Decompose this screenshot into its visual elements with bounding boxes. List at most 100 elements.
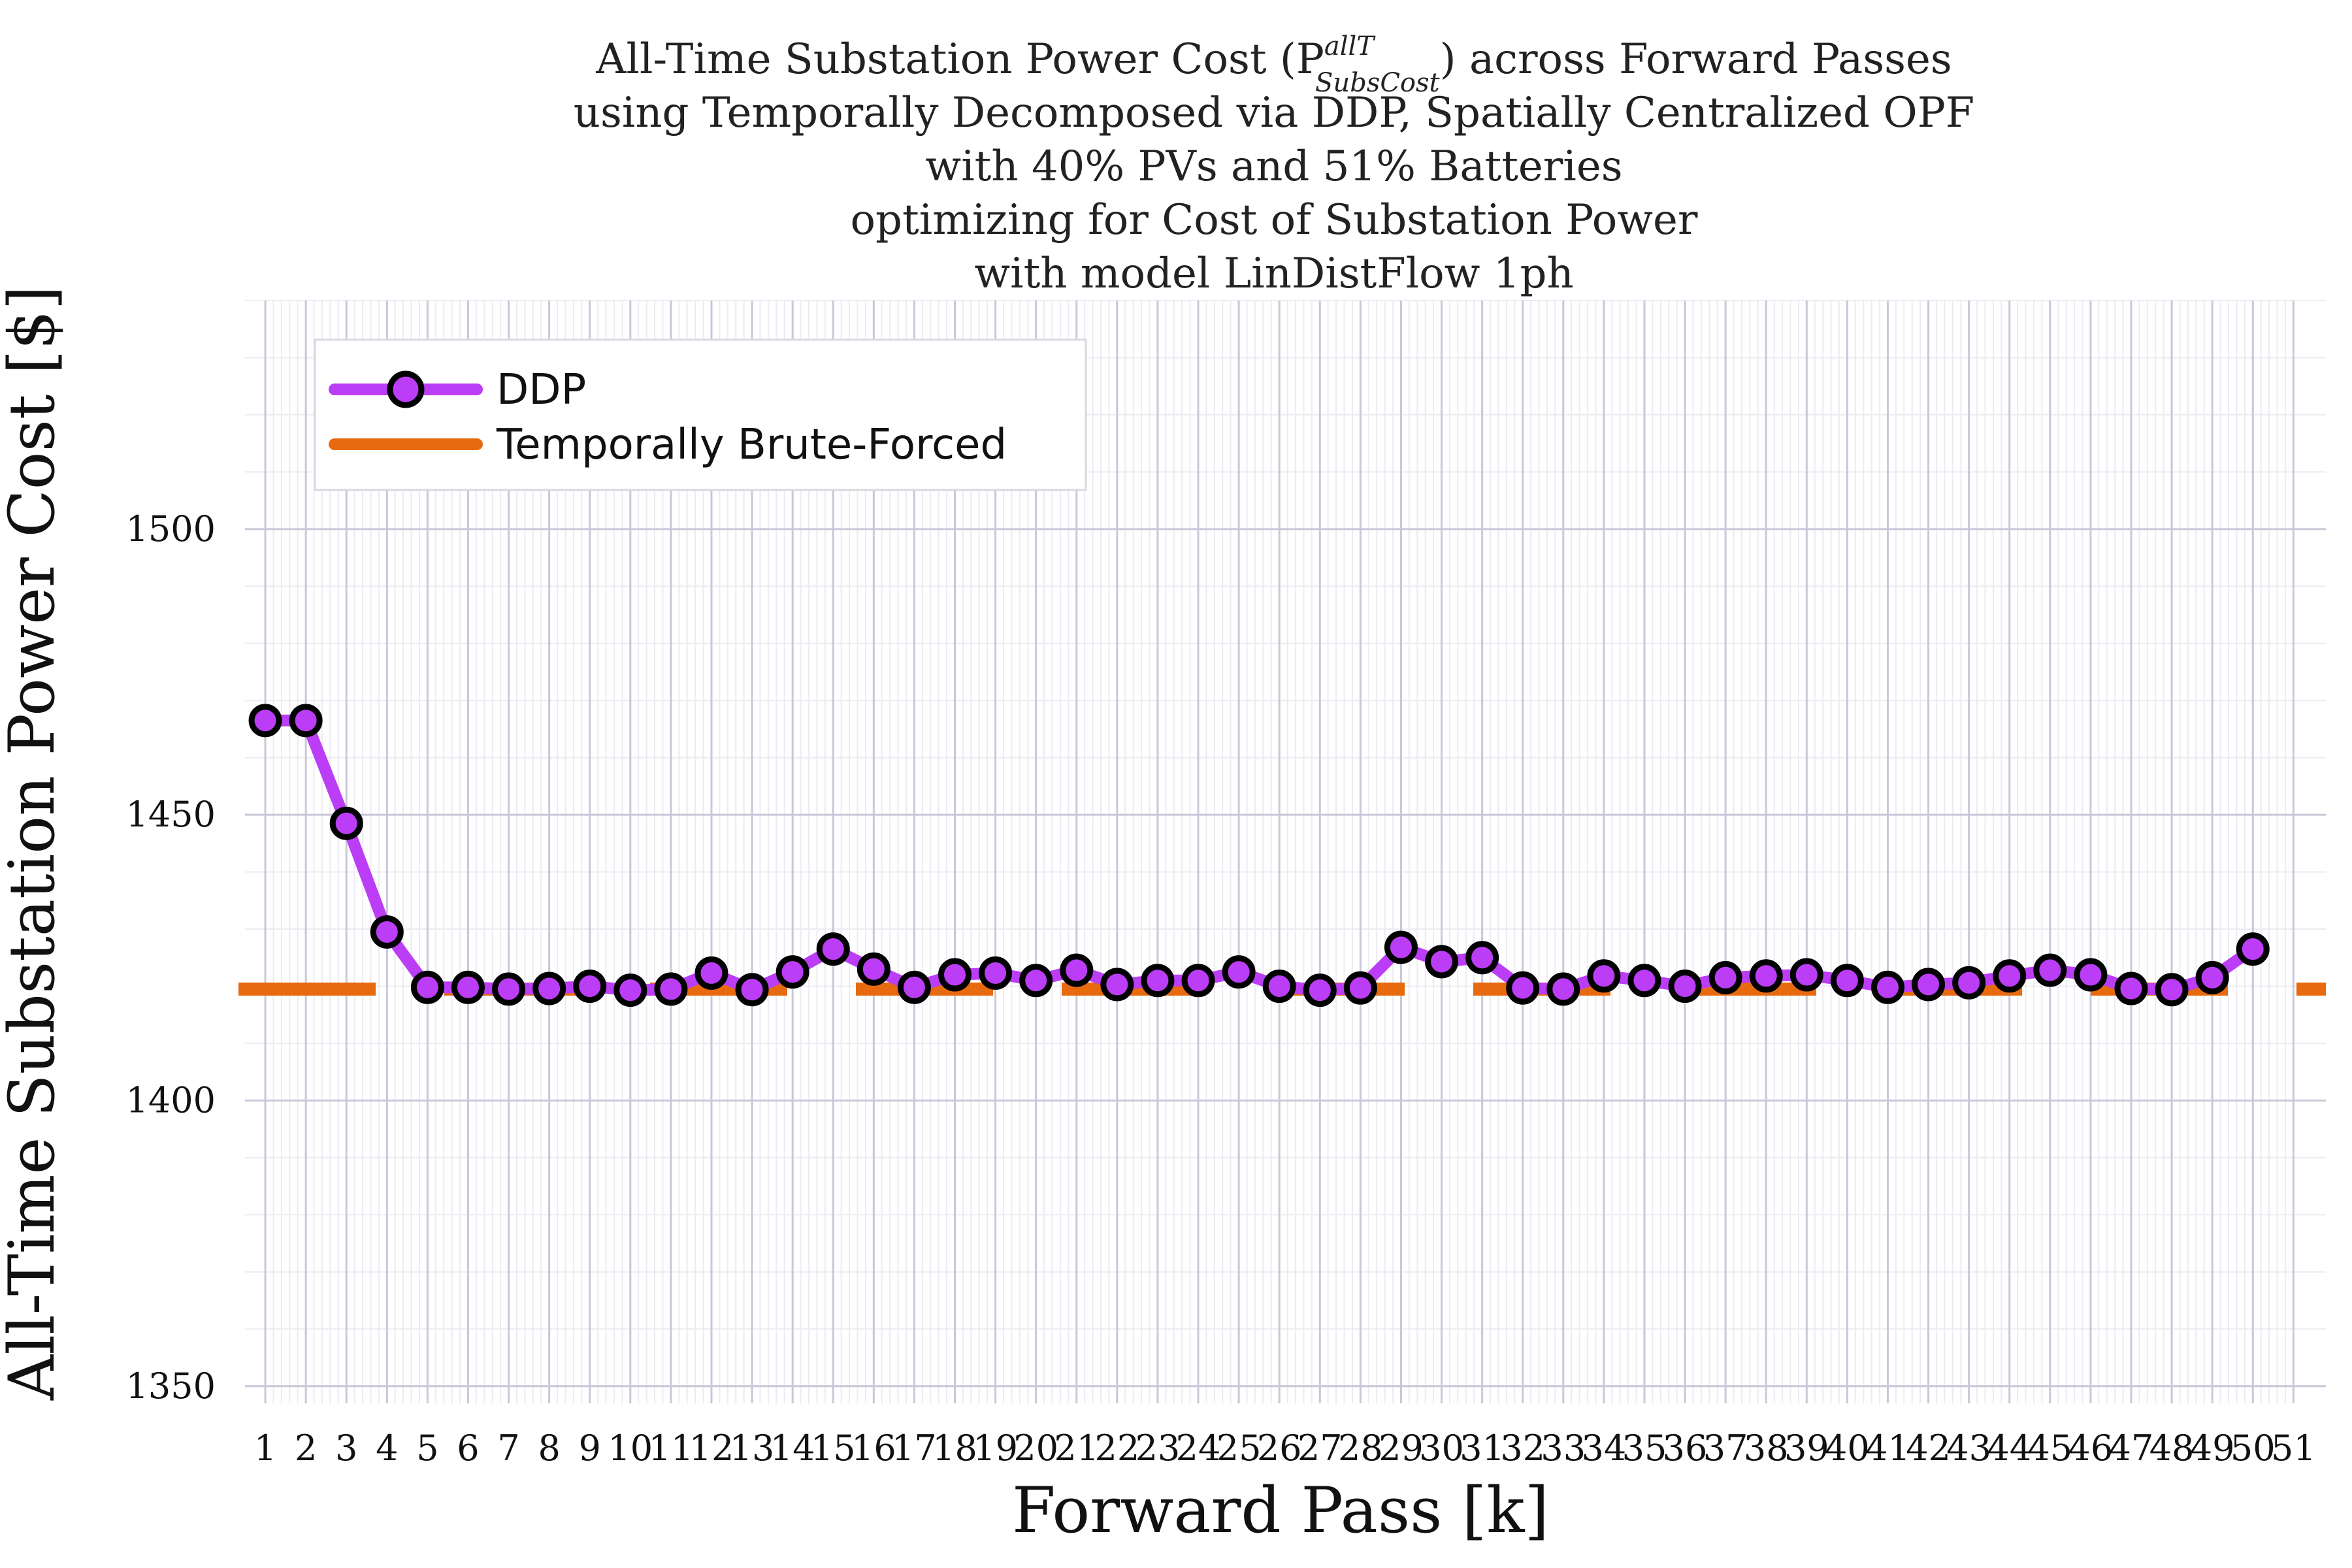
x-tick-label: 47 — [2109, 1428, 2154, 1469]
ddp-point — [1993, 959, 2027, 993]
title-line-3: with 40% PVs and 51% Batteries — [925, 142, 1622, 191]
legend-bf-label: Temporally Brute-Forced — [496, 421, 1007, 469]
x-tick-label: 6 — [457, 1428, 479, 1469]
ddp-point — [2155, 973, 2189, 1007]
x-tick-label: 46 — [2068, 1428, 2114, 1469]
x-tick-label: 4 — [376, 1428, 398, 1469]
x-tick-label: 32 — [1500, 1428, 1545, 1469]
x-tick-label: 1 — [254, 1428, 276, 1469]
ddp-point — [735, 973, 769, 1007]
ddp-point — [329, 806, 363, 840]
x-tick-label: 38 — [1744, 1428, 1789, 1469]
x-tick-label: 18 — [932, 1428, 977, 1469]
x-axis-ticks: 1 2 3 4 5 6 7 8 9 1011121314151617181920212223242… — [254, 1428, 2316, 1469]
x-tick-label: 49 — [2190, 1428, 2235, 1469]
ddp-point — [979, 956, 1013, 990]
x-tick-label: 9 — [579, 1428, 601, 1469]
ddp-point — [938, 958, 972, 992]
legend-ddp-label: DDP — [497, 366, 586, 414]
ddp-point — [1506, 971, 1540, 1005]
x-tick-label: 19 — [973, 1428, 1018, 1469]
x-tick-label: 13 — [730, 1428, 775, 1469]
ddp-point — [2236, 932, 2270, 966]
ddp-point — [451, 970, 485, 1004]
title-line-4: optimizing for Cost of Substation Power — [851, 196, 1698, 244]
ddp-point — [1303, 973, 1337, 1007]
x-tick-label: 21 — [1054, 1428, 1099, 1469]
title-line-1-tail: ) across Forward Passes — [1440, 35, 1952, 84]
ddp-point — [248, 704, 282, 738]
ddp-point — [694, 956, 728, 990]
x-axis-label: Forward Pass [k] — [1012, 1474, 1549, 1547]
x-tick-label: 50 — [2230, 1428, 2276, 1469]
ddp-point — [1384, 930, 1418, 964]
ddp-point — [1587, 959, 1621, 993]
ddp-line — [265, 714, 2257, 996]
x-tick-label: 27 — [1298, 1428, 1343, 1469]
ddp-point — [1546, 972, 1580, 1006]
legend: DDP Temporally Brute-Forced — [314, 338, 1087, 491]
ddp-point — [1343, 971, 1377, 1005]
ddp-point — [1952, 966, 1986, 1000]
x-tick-label: 10 — [608, 1428, 653, 1469]
x-tick-label: 51 — [2271, 1428, 2316, 1469]
ddp-point — [1425, 945, 1459, 979]
x-tick-label: 31 — [1460, 1428, 1505, 1469]
x-tick-label: 34 — [1582, 1428, 1627, 1469]
ddp-point — [1100, 968, 1134, 1002]
x-tick-label: 41 — [1865, 1428, 1910, 1469]
ddp-point — [289, 704, 323, 738]
x-tick-label: 28 — [1338, 1428, 1383, 1469]
x-tick-label: 43 — [1946, 1428, 1991, 1469]
y-tick-label: 1400 — [126, 1079, 216, 1120]
ddp-point — [1141, 964, 1175, 998]
ddp-point — [1749, 959, 1783, 993]
ddp-point — [654, 972, 688, 1006]
x-tick-label: 16 — [851, 1428, 896, 1469]
x-tick-label: 42 — [1906, 1428, 1951, 1469]
title-line-1-head: All-Time Substation Power Cost (P — [595, 35, 1324, 84]
title-line-1: All-Time Substation Power Cost (PallT Sub… — [595, 31, 1952, 98]
x-tick-label: 23 — [1135, 1428, 1181, 1469]
ddp-point — [2195, 960, 2229, 994]
chart-title: All-Time Substation Power Cost (PallT Sub… — [574, 31, 1974, 298]
ddp-point — [897, 970, 931, 1004]
x-tick-label: 36 — [1663, 1428, 1708, 1469]
x-tick-label: 30 — [1419, 1428, 1464, 1469]
x-tick-label: 8 — [538, 1428, 560, 1469]
x-tick-label: 14 — [770, 1428, 815, 1469]
x-tick-label: 48 — [2149, 1428, 2195, 1469]
ddp-point — [613, 973, 647, 1007]
ddp-point — [492, 972, 526, 1006]
ddp-point — [532, 972, 566, 1005]
ddp-point — [410, 970, 444, 1004]
ddp-point — [1912, 968, 1946, 1002]
ddp-point — [1668, 970, 1702, 1004]
ddp-point — [1465, 941, 1499, 975]
x-tick-label: 35 — [1622, 1428, 1667, 1469]
ddp-point — [2033, 953, 2067, 987]
ddp-point — [1262, 970, 1296, 1004]
y-tick-label: 1350 — [126, 1365, 216, 1407]
x-tick-label: 17 — [892, 1428, 937, 1469]
x-tick-label: 33 — [1541, 1428, 1586, 1469]
x-tick-label: 40 — [1825, 1428, 1870, 1469]
series-ddp — [248, 704, 2270, 1007]
major-grid — [245, 301, 2326, 1403]
title-line-5: with model LinDistFlow 1ph — [974, 250, 1573, 298]
ddp-point — [1181, 964, 1215, 998]
x-tick-label: 2 — [295, 1428, 317, 1469]
y-tick-label: 1500 — [126, 508, 216, 549]
y-axis-label: All-Time Substation Power Cost [$] — [0, 286, 69, 1401]
title-symbol-sup: allT — [1324, 31, 1376, 61]
x-tick-label: 45 — [2027, 1428, 2072, 1469]
x-tick-label: 20 — [1013, 1428, 1058, 1469]
x-tick-label: 5 — [416, 1428, 438, 1469]
ddp-point — [1627, 964, 1661, 998]
x-tick-label: 12 — [689, 1428, 734, 1469]
title-symbol-sub: SubsCost — [1315, 68, 1441, 98]
legend-box — [314, 338, 1087, 491]
legend-ddp-marker — [387, 370, 425, 408]
ddp-point — [1870, 970, 1904, 1004]
